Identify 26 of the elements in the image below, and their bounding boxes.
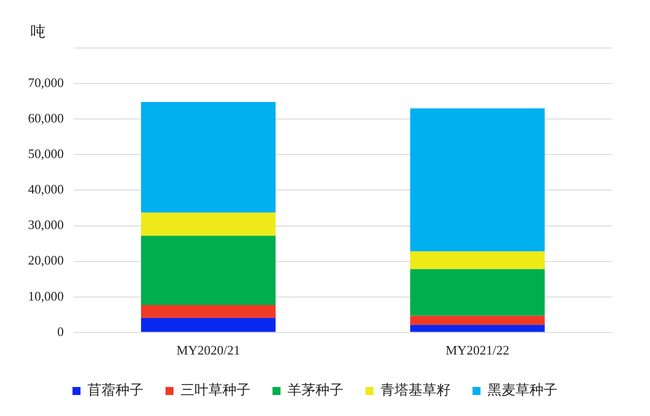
x-tick-label: MY2020/21	[176, 342, 240, 358]
legend-label: 三叶草种子	[180, 382, 250, 399]
y-tick-label: 50,000	[28, 146, 64, 162]
bar	[141, 102, 276, 213]
legend-label: 苜蓿种子	[88, 382, 144, 399]
bar	[410, 269, 545, 316]
bar	[141, 212, 276, 236]
y-tick-label: 0	[57, 324, 64, 339]
bar	[410, 324, 545, 332]
y-tick-label: 20,000	[28, 252, 64, 268]
y-tick-label: 40,000	[28, 182, 64, 197]
bar	[141, 305, 276, 318]
y-tick-label: 10,000	[28, 288, 64, 304]
bar	[141, 318, 276, 332]
y-tick-label: 30,000	[28, 217, 64, 232]
bar	[410, 316, 545, 325]
bar	[410, 251, 545, 270]
legend-label: 黑麦草种子	[488, 382, 558, 399]
y-tick-label: 60,000	[28, 110, 64, 126]
bar	[141, 236, 276, 306]
x-tick-label: MY2021/22	[446, 342, 510, 358]
y-tick-label: 70,000	[28, 74, 64, 90]
legend-label: 青塔基草籽	[380, 382, 450, 399]
bar	[410, 108, 545, 252]
legend-label: 羊茅种子	[288, 382, 344, 399]
y-axis-title: 吨	[30, 23, 46, 40]
